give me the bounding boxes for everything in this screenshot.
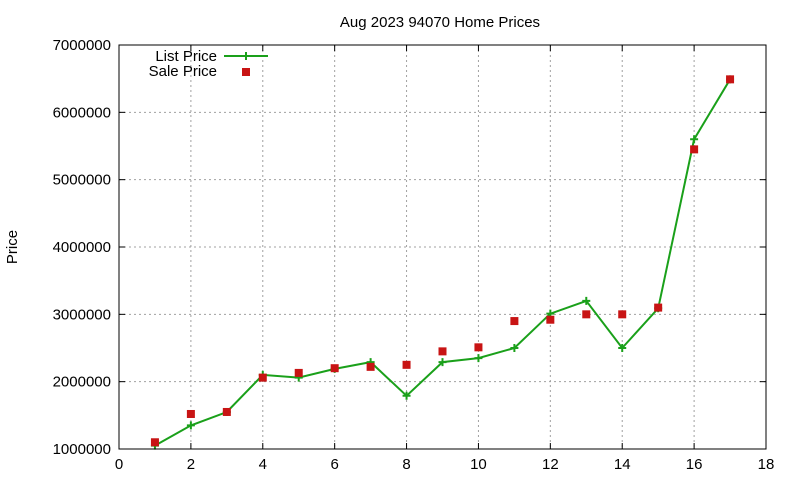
- sale-price-point: [726, 75, 735, 84]
- legend-label-sale-price: Sale Price: [149, 63, 217, 80]
- sale-price-point: [618, 310, 627, 319]
- x-tick-label: 14: [614, 456, 631, 473]
- list-price-point: [438, 358, 447, 367]
- y-tick-label: 2000000: [53, 374, 111, 391]
- x-tick-label: 6: [330, 456, 338, 473]
- sale-price-point: [474, 343, 483, 352]
- list-price-point: [510, 344, 519, 352]
- list-price-point: [618, 344, 627, 352]
- y-tick-label: 6000000: [53, 104, 111, 121]
- y-tick-label: 7000000: [53, 37, 111, 54]
- legend-label-list-price: List Price: [155, 48, 217, 65]
- x-tick-label: 8: [402, 456, 410, 473]
- sale-price-point: [150, 438, 159, 447]
- list-price-point: [690, 135, 699, 144]
- sale-price-point: [366, 362, 375, 371]
- sale-price-point: [402, 360, 411, 369]
- x-tick-label: 0: [115, 456, 123, 473]
- list-price-point: [582, 296, 591, 305]
- sale-price-point: [222, 407, 231, 416]
- list-price-line: [154, 78, 731, 447]
- tick-layer: 0 2 4 6 8 10 12 14 16 18 1000000 2000000 3000000 4000…: [53, 37, 775, 473]
- plot-frame: [118, 44, 767, 450]
- list-price-point: [186, 421, 195, 430]
- sale-price-point: [294, 368, 303, 377]
- y-tick-label: 3000000: [53, 306, 111, 323]
- x-tick-label: 2: [187, 456, 195, 473]
- list-price-point: [474, 354, 483, 363]
- list-price-point: [402, 391, 411, 400]
- legend-marker-list-price: [242, 52, 250, 60]
- x-tick-label: 10: [470, 456, 487, 473]
- grid-layer: [119, 45, 766, 449]
- sale-price-point: [546, 315, 555, 324]
- y-tick-label: 1000000: [53, 441, 111, 458]
- y-tick-label: 4000000: [53, 239, 111, 256]
- sale-price-point: [510, 317, 519, 326]
- series-layer: [150, 75, 735, 450]
- sale-price-point: [186, 409, 195, 418]
- sale-price-point: [438, 347, 447, 356]
- sale-price-point: [330, 364, 339, 373]
- chart-title: Aug 2023 94070 Home Prices: [340, 14, 540, 31]
- y-tick-label: 5000000: [53, 172, 111, 189]
- sale-price-point: [690, 145, 699, 154]
- x-tick-label: 18: [758, 456, 775, 473]
- sale-price-point: [654, 303, 663, 312]
- x-tick-label: 4: [259, 456, 267, 473]
- sale-price-point: [258, 373, 267, 382]
- x-tick-label: 12: [542, 456, 559, 473]
- legend-marker-sale-price: [242, 68, 250, 76]
- sale-price-point: [582, 310, 591, 319]
- x-tick-label: 16: [686, 456, 703, 473]
- y-axis-label: Price: [4, 230, 21, 264]
